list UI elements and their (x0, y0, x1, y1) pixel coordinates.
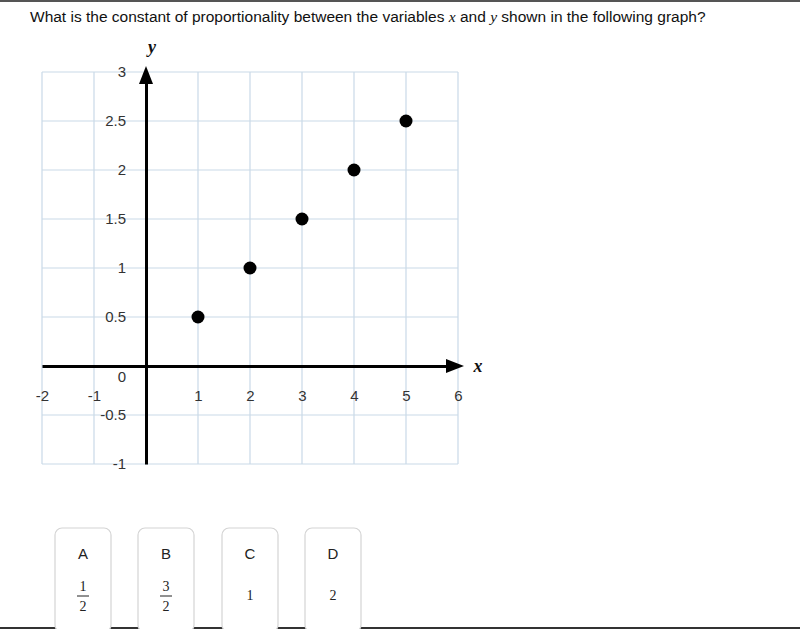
choice-value: 1 (247, 588, 254, 603)
tick: -1 (88, 366, 101, 404)
tick: 6 (454, 366, 462, 404)
question: What is the constant of proportionality … (30, 8, 706, 25)
choice[interactable]: D2 (305, 528, 361, 629)
tick: 2 (246, 366, 254, 404)
numerator: 3 (163, 579, 170, 594)
tick-label: 3 (298, 387, 306, 404)
tick: 1.5 (105, 210, 146, 227)
denominator: 2 (80, 599, 87, 614)
top-border (0, 0, 800, 2)
tick-label: 6 (454, 387, 462, 404)
grid (42, 72, 458, 464)
page: What is the constant of proportionality … (0, 0, 800, 629)
tick-label: 4 (350, 387, 358, 404)
choice-box[interactable] (222, 528, 278, 629)
tick-label: 0.5 (105, 308, 126, 325)
choice[interactable]: B 3 2 (138, 528, 194, 629)
tick-label: 2 (246, 387, 254, 404)
axis-line (145, 73, 148, 465)
tick-label: 2 (118, 161, 126, 178)
fraction-bar (77, 596, 89, 597)
grid-line (42, 71, 458, 72)
choice-box[interactable] (55, 528, 111, 629)
points (192, 115, 413, 324)
y-axis: -1 -0.5 0 0.5 1 1.5 2 2.5 3 (100, 63, 146, 472)
tick: -1 (113, 455, 146, 472)
point (348, 164, 361, 177)
y-axis-title: y (146, 37, 157, 57)
tick-label: -0.5 (100, 406, 126, 423)
denominator: 2 (163, 599, 170, 614)
tick: 4 (350, 366, 358, 404)
bottom-border (0, 627, 800, 629)
x-axis: -2 -1 1 2 3 4 5 6 (36, 366, 463, 404)
grid-line (42, 169, 458, 170)
tick: 5 (402, 366, 410, 404)
question-part: What is the constant of proportionality … (30, 8, 449, 25)
choice-letter: B (161, 545, 171, 562)
tick: -2 (36, 366, 49, 404)
tick: 0 (118, 367, 146, 386)
tick: 0.5 (105, 308, 146, 325)
tick-label: -2 (36, 387, 49, 404)
tick-label: 2.5 (105, 112, 126, 129)
choice-value: 2 (330, 588, 337, 603)
choice-letter: D (328, 545, 339, 562)
tick: -0.5 (100, 406, 146, 423)
choice-box[interactable] (138, 528, 194, 629)
choice[interactable]: A 1 2 (55, 528, 111, 629)
tick: 1 (194, 366, 202, 404)
choice-box[interactable] (305, 528, 361, 629)
tick-label: 3 (118, 63, 126, 80)
question-part: y (488, 8, 497, 25)
axis-line (43, 365, 459, 368)
tick: 3 (298, 366, 306, 404)
tick-label: 1 (118, 259, 126, 276)
tick-label: 5 (402, 387, 410, 404)
point (192, 311, 205, 324)
numerator: 1 (80, 579, 87, 594)
fraction-bar (160, 596, 172, 597)
x-arrow (446, 359, 464, 373)
question-part: and (456, 8, 490, 25)
tick-label: -1 (88, 387, 101, 404)
point (296, 213, 309, 226)
choice-letter: C (245, 545, 256, 562)
point (400, 115, 413, 128)
grid-line (42, 463, 458, 464)
y-arrow (139, 66, 153, 84)
tick: 1 (118, 259, 146, 276)
grid-line (42, 365, 458, 366)
choice-letter: A (78, 545, 88, 562)
question-part: shown in the following graph? (497, 8, 706, 25)
tick-label: 1 (194, 387, 202, 404)
point (244, 262, 257, 275)
tick-label: 1.5 (105, 210, 126, 227)
tick-label: 0 (118, 368, 126, 385)
tick: 2 (118, 161, 146, 178)
x-axis-title: x (473, 356, 483, 376)
tick: 2.5 (105, 112, 146, 129)
choice[interactable]: C1 (222, 528, 278, 629)
tick-label: -1 (113, 455, 126, 472)
question-part: x (448, 8, 456, 25)
